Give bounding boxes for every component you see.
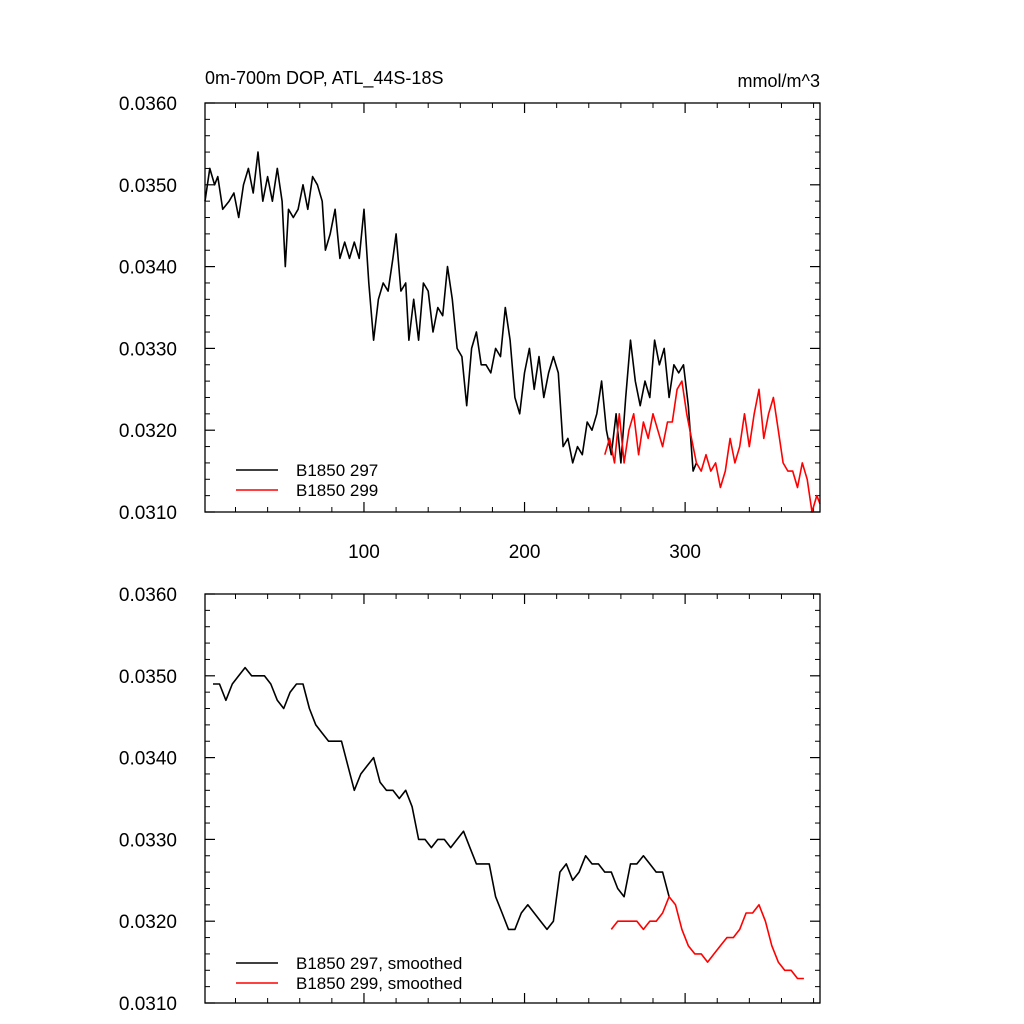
chart-title: 0m-700m DOP, ATL_44S-18S xyxy=(205,68,443,89)
x-tick-label: 100 xyxy=(348,542,380,563)
plot-frame xyxy=(204,102,821,513)
series-layer xyxy=(213,666,804,980)
x-tick-label: 200 xyxy=(509,542,541,563)
legend-label: B1850 297 xyxy=(296,461,378,480)
y-tick-label: 0.0350 xyxy=(119,667,177,688)
top-panel: 0m-700m DOP, ATL_44S-18S mmol/m^3 0.0310… xyxy=(119,68,821,563)
series-line-b1850-299 xyxy=(610,895,804,980)
plot-frame xyxy=(204,593,821,1004)
y-tick-label: 0.0340 xyxy=(119,258,177,279)
y-tick-label: 0.0350 xyxy=(119,176,177,197)
legend-label: B1850 297, smoothed xyxy=(296,954,462,973)
y-tick-label: 0.0320 xyxy=(119,912,177,933)
tick-labels: 0.0310 0.0320 0.0330 0.0340 0.0350 0.0360 100 2… xyxy=(119,94,701,563)
y-tick-label: 0.0340 xyxy=(119,749,177,770)
y-tick-label: 0.0310 xyxy=(119,994,177,1015)
y-tick-label: 0.0330 xyxy=(119,339,177,360)
series-line-b1850-297 xyxy=(204,151,698,472)
bottom-panel: 0.0310 0.0320 0.0330 0.0340 0.0350 0.0360 B18… xyxy=(119,585,821,1015)
series-line-b1850-297 xyxy=(213,666,670,931)
y-tick-label: 0.0360 xyxy=(119,585,177,606)
series-layer xyxy=(204,151,821,513)
series-line-b1850-299 xyxy=(604,380,821,513)
legend-label: B1850 299, smoothed xyxy=(296,974,462,993)
legend-label: B1850 299 xyxy=(296,481,378,500)
y-tick-label: 0.0330 xyxy=(119,830,177,851)
tick-labels: 0.0310 0.0320 0.0330 0.0340 0.0350 0.0360 xyxy=(119,585,177,1015)
units-label: mmol/m^3 xyxy=(738,71,820,91)
ticks xyxy=(205,593,820,1004)
y-tick-label: 0.0360 xyxy=(119,94,177,115)
y-tick-label: 0.0310 xyxy=(119,503,177,524)
y-tick-label: 0.0320 xyxy=(119,421,177,442)
x-tick-label: 300 xyxy=(669,542,701,563)
